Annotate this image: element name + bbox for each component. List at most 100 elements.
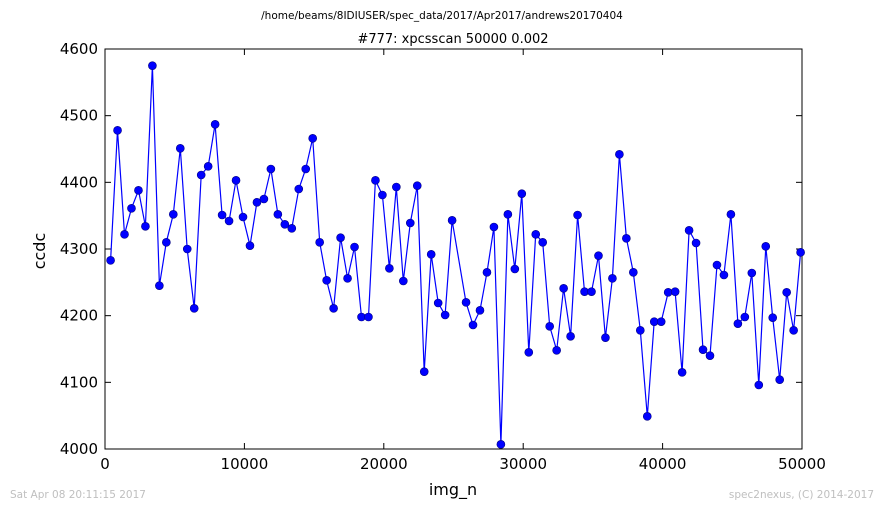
footer-timestamp: Sat Apr 08 20:11:15 2017 <box>10 489 146 501</box>
data-point <box>712 260 722 270</box>
data-point <box>691 238 701 248</box>
data-point <box>622 234 631 243</box>
data-point <box>294 184 304 194</box>
x-tick-label: 30000 <box>499 455 547 473</box>
data-point <box>405 218 415 228</box>
data-point <box>336 233 345 242</box>
data-point <box>238 212 248 222</box>
data-point <box>385 264 394 273</box>
chart-title: #777: xpcsscan 50000 0.002 <box>357 32 548 47</box>
y-tick-label: 4100 <box>60 373 98 391</box>
y-tick-label: 4300 <box>60 240 98 258</box>
data-point <box>169 210 178 219</box>
data-point <box>308 134 318 143</box>
data-point <box>252 198 262 207</box>
data-point <box>684 226 694 235</box>
data-point <box>148 61 157 70</box>
data-point <box>573 210 582 220</box>
y-tick-label: 4200 <box>60 307 98 325</box>
data-point <box>280 220 290 229</box>
data-point <box>399 276 408 286</box>
data-point <box>726 210 736 219</box>
data-point <box>545 322 554 331</box>
data-point <box>489 222 499 232</box>
data-point <box>412 181 422 190</box>
data-point <box>740 312 750 322</box>
data-point <box>587 287 596 296</box>
data-point <box>127 204 136 213</box>
y-tick-label: 4400 <box>60 173 98 191</box>
data-point <box>364 312 373 322</box>
data-point <box>189 304 199 313</box>
data-point <box>796 248 805 257</box>
data-point <box>371 176 380 185</box>
data-point <box>642 412 652 421</box>
data-point <box>378 190 387 200</box>
data-point <box>301 164 311 174</box>
data-point <box>329 304 338 313</box>
data-point <box>601 333 610 342</box>
data-point <box>524 348 534 357</box>
data-point <box>315 238 324 247</box>
data-point <box>461 298 471 307</box>
data-point <box>468 320 478 330</box>
data-point <box>594 251 603 260</box>
y-axis: 4000 4100 4200 4300 4400 4500 4600 <box>60 40 802 458</box>
data-point <box>503 210 513 219</box>
data-point <box>552 346 561 355</box>
x-tick-label: 20000 <box>360 455 408 473</box>
data-point <box>531 230 541 239</box>
data-point <box>106 256 115 265</box>
data-point <box>475 306 485 315</box>
data-point <box>162 238 171 247</box>
data-point <box>677 368 687 377</box>
y-tick-label: 4000 <box>60 440 98 458</box>
data-point <box>538 238 548 247</box>
data-point <box>447 216 457 225</box>
data-point <box>768 313 778 322</box>
data-point <box>719 270 729 280</box>
data-point <box>482 268 492 277</box>
data-point <box>182 244 192 254</box>
data-point <box>419 367 429 376</box>
data-point <box>705 351 715 360</box>
data-point <box>761 242 771 251</box>
data-point <box>196 170 206 180</box>
data-point <box>433 298 443 308</box>
x-tick-label: 10000 <box>221 455 269 473</box>
data-point <box>629 268 638 277</box>
data-point <box>287 224 297 233</box>
data-point <box>635 326 645 335</box>
data-point <box>134 186 143 195</box>
data-point <box>775 375 784 384</box>
data-point <box>496 440 506 449</box>
data-point <box>350 242 359 252</box>
data-point <box>273 210 283 219</box>
data-point <box>266 164 276 174</box>
data-series <box>106 61 805 449</box>
data-point <box>120 230 129 239</box>
data-point <box>747 268 757 278</box>
data-point <box>698 345 708 354</box>
data-point <box>210 120 220 129</box>
data-point <box>245 241 255 250</box>
data-point <box>322 276 331 285</box>
data-point <box>510 264 520 274</box>
x-tick-label: 50000 <box>778 455 826 473</box>
footer-credit: spec2nexus, (C) 2014-2017 <box>729 489 874 501</box>
data-point <box>155 281 164 290</box>
x-tick-label: 40000 <box>639 455 687 473</box>
data-point <box>656 317 666 326</box>
data-point <box>113 126 122 135</box>
data-point <box>733 319 743 328</box>
data-point <box>203 162 213 171</box>
data-point <box>259 194 269 204</box>
suptitle: /home/beams/8IDIUSER/spec_data/2017/Apr2… <box>261 10 623 22</box>
y-tick-label: 4600 <box>60 40 98 58</box>
data-point <box>217 210 227 220</box>
x-axis-label: img_n <box>429 480 477 500</box>
data-point <box>426 250 436 259</box>
data-point <box>670 287 680 296</box>
data-point <box>608 274 617 283</box>
